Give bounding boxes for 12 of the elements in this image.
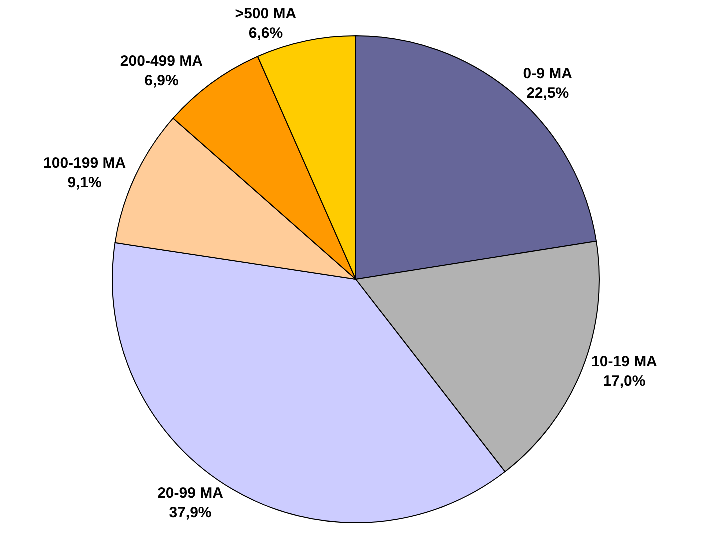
data-label: 17,0%	[603, 372, 646, 390]
slice-label: 0-9 MA	[523, 66, 573, 83]
slice-label: 10-19 MA	[592, 353, 658, 370]
slice-label: 20-99 MA	[158, 484, 224, 502]
data-label: 6,9%	[144, 72, 179, 90]
slice-label: 100-199 MA	[44, 155, 126, 172]
data-label: 9,1%	[68, 174, 102, 192]
slice-label: >500 MA	[235, 5, 297, 22]
data-label: 37,9%	[169, 504, 212, 522]
slice-label: 200-499 MA	[120, 52, 204, 70]
data-label: 22,5%	[526, 85, 570, 102]
data-label: 6,6%	[248, 24, 284, 42]
